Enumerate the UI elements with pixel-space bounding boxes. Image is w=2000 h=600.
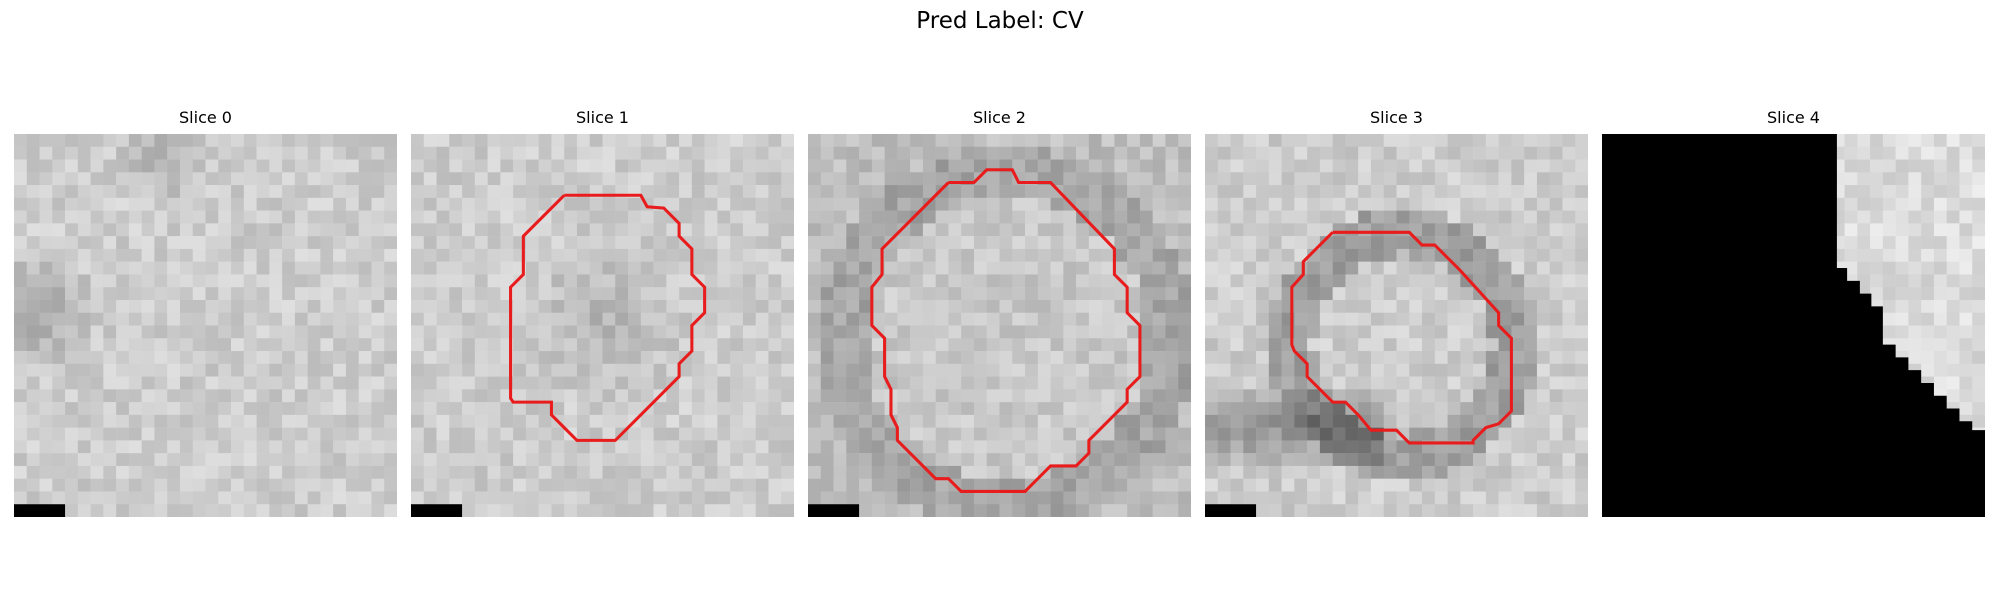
- scale-bar: [808, 504, 859, 517]
- figure-title: Pred Label: CV: [0, 8, 2000, 34]
- grayscale-noise: [14, 134, 397, 517]
- grayscale-noise: [411, 134, 794, 517]
- scale-bar: [1205, 504, 1256, 517]
- slice-image-0: [14, 134, 397, 517]
- slice-image-1: [411, 134, 794, 517]
- grayscale-noise: [1205, 134, 1588, 517]
- slice-title-4: Slice 4: [1602, 108, 1985, 128]
- slice-panel-1: Slice 1: [411, 108, 794, 518]
- slice-image-4: [1602, 134, 1985, 517]
- slice-panel-4: Slice 4: [1602, 108, 1985, 518]
- grayscale-noise: [808, 134, 1191, 517]
- slice-panel-0: Slice 0: [14, 108, 397, 518]
- scale-bar: [411, 504, 462, 517]
- slice-title-3: Slice 3: [1205, 108, 1588, 128]
- slice-panel-3: Slice 3: [1205, 108, 1588, 518]
- slice-image-2: [808, 134, 1191, 517]
- slice-title-2: Slice 2: [808, 108, 1191, 128]
- slice-panel-2: Slice 2: [808, 108, 1191, 518]
- slice-image-3: [1205, 134, 1588, 517]
- slice-title-1: Slice 1: [411, 108, 794, 128]
- slice-title-0: Slice 0: [14, 108, 397, 128]
- scale-bar: [14, 504, 65, 517]
